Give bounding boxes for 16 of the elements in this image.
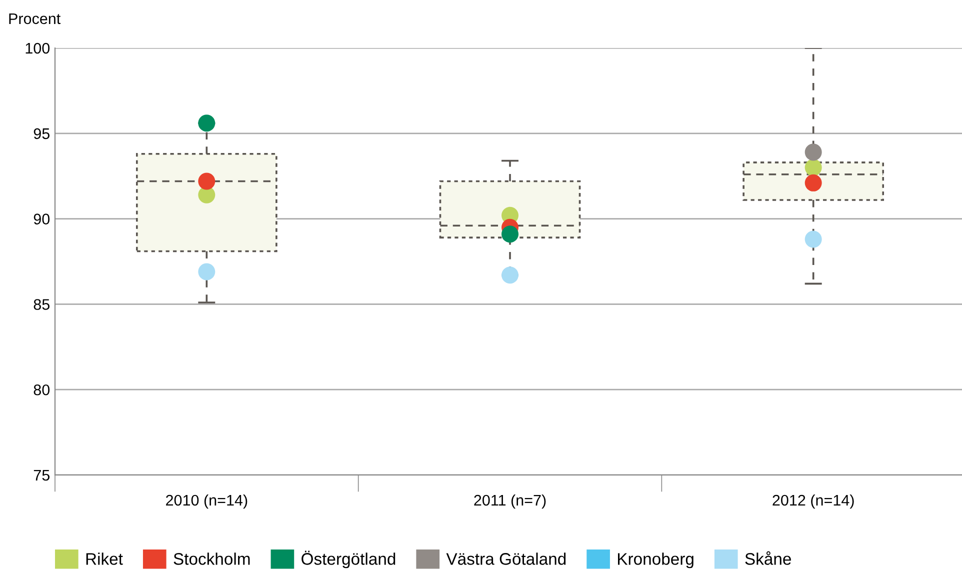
- legend-label: Västra Götaland: [446, 552, 566, 565]
- y-tick-label: 75: [34, 470, 50, 481]
- legend-label: Kronoberg: [618, 552, 694, 568]
- x-tick-label: 2010 (n=14): [166, 494, 248, 509]
- legend-label: Östergötland: [302, 550, 396, 568]
- y-tick-label: 100: [26, 42, 50, 54]
- x-tick-label: 2012 (n=14): [772, 494, 854, 509]
- y-tick-label: 95: [34, 128, 50, 140]
- y-tick-label: 80: [34, 384, 50, 396]
- legend-label: Riket: [86, 552, 123, 565]
- y-tick-label: 90: [34, 214, 50, 224]
- y-axis-title: Procent: [9, 13, 61, 24]
- x-tick-label: 2011 (n=7): [474, 494, 546, 509]
- y-tick-label: 85: [34, 299, 50, 310]
- legend-label: Skåne: [745, 551, 791, 565]
- legend-label: Stockholm: [174, 552, 250, 565]
